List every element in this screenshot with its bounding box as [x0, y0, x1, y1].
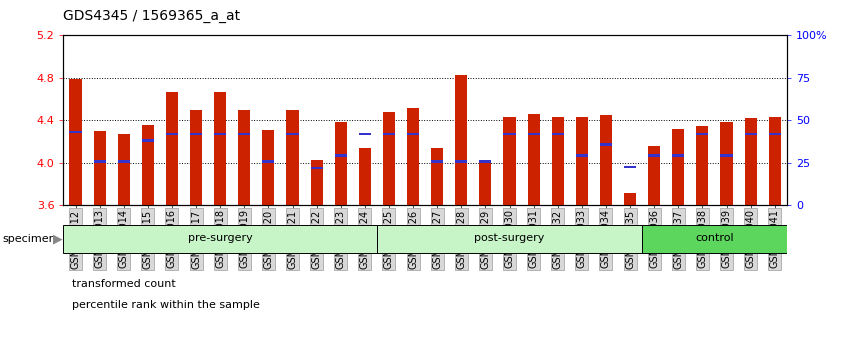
Bar [69, 131, 81, 133]
Bar [769, 133, 781, 136]
Bar [744, 133, 756, 136]
Text: ▶: ▶ [53, 233, 63, 245]
Bar [335, 122, 347, 205]
Bar [696, 133, 708, 136]
Bar [166, 92, 178, 205]
Bar [673, 129, 684, 205]
Bar [310, 167, 322, 170]
Bar [503, 117, 515, 205]
Bar [552, 133, 563, 136]
Bar [407, 133, 419, 136]
Bar [190, 133, 202, 136]
Text: transformed count: transformed count [72, 279, 176, 289]
Bar [576, 117, 588, 205]
Bar [383, 133, 395, 136]
Bar [335, 154, 347, 157]
Bar [624, 193, 636, 205]
Bar [455, 160, 467, 163]
Bar [480, 162, 492, 205]
Bar [359, 148, 371, 205]
Bar [600, 143, 612, 146]
Bar [214, 92, 226, 205]
Bar [239, 110, 250, 205]
Bar [214, 133, 226, 136]
Bar [431, 148, 443, 205]
Text: specimen: specimen [3, 234, 57, 244]
Text: post-surgery: post-surgery [475, 233, 545, 243]
Bar [383, 112, 395, 205]
Bar [69, 79, 81, 205]
Bar [94, 160, 106, 163]
Text: control: control [695, 233, 733, 243]
Bar [721, 122, 733, 205]
Bar [287, 110, 299, 205]
FancyBboxPatch shape [63, 225, 376, 253]
Bar [769, 117, 781, 205]
Bar [359, 133, 371, 136]
FancyBboxPatch shape [642, 225, 787, 253]
Bar [94, 131, 106, 205]
Bar [287, 133, 299, 136]
Bar [696, 126, 708, 205]
Bar [190, 110, 202, 205]
Bar [576, 154, 588, 157]
Bar [142, 139, 154, 142]
Text: pre-surgery: pre-surgery [188, 233, 253, 243]
Bar [262, 160, 274, 163]
Bar [600, 115, 612, 205]
Bar [721, 154, 733, 157]
Bar [262, 130, 274, 205]
Bar [528, 114, 540, 205]
Text: GDS4345 / 1569365_a_at: GDS4345 / 1569365_a_at [63, 9, 240, 23]
Bar [503, 133, 515, 136]
Bar [310, 160, 322, 205]
Bar [528, 133, 540, 136]
Text: percentile rank within the sample: percentile rank within the sample [72, 300, 260, 310]
Bar [744, 118, 756, 205]
Bar [624, 166, 636, 169]
Bar [648, 146, 660, 205]
Bar [552, 117, 563, 205]
Bar [648, 154, 660, 157]
FancyBboxPatch shape [376, 225, 642, 253]
Bar [480, 160, 492, 163]
Bar [673, 154, 684, 157]
Bar [455, 75, 467, 205]
Bar [118, 160, 129, 163]
Bar [407, 108, 419, 205]
Bar [142, 125, 154, 205]
Bar [239, 133, 250, 136]
Bar [431, 160, 443, 163]
Bar [166, 133, 178, 136]
Bar [118, 134, 129, 205]
